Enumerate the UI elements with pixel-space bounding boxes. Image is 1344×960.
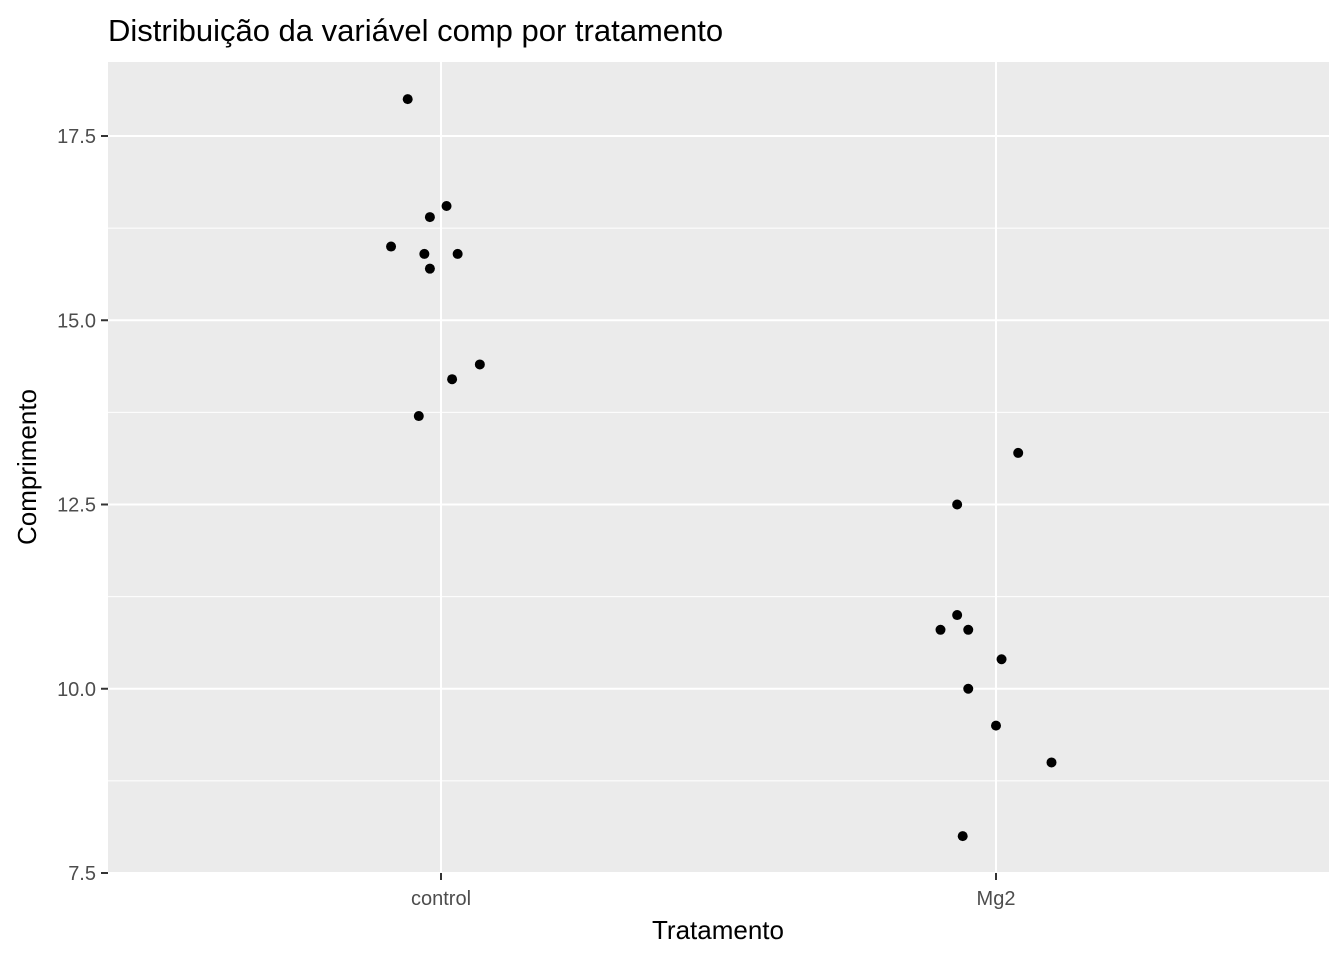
chart-title: Distribuição da variável comp por tratam… bbox=[108, 13, 723, 48]
data-point bbox=[957, 831, 968, 842]
y-tick-label: 10.0 bbox=[57, 679, 96, 701]
y-tick-label: 15.0 bbox=[57, 310, 96, 332]
data-point bbox=[952, 499, 963, 510]
data-point bbox=[1046, 757, 1057, 768]
y-axis: 7.5 10.0 12.5 15.0 17.5 bbox=[57, 126, 108, 885]
data-point bbox=[935, 624, 946, 635]
data-point bbox=[991, 720, 1001, 731]
x-tick-label: Mg2 bbox=[977, 888, 1016, 910]
y-tick-label: 17.5 bbox=[57, 126, 96, 148]
data-point bbox=[419, 248, 430, 259]
data-point bbox=[452, 248, 463, 259]
x-axis: control Mg2 bbox=[411, 873, 1015, 910]
x-axis-title: Tratamento bbox=[652, 915, 784, 945]
data-point bbox=[447, 374, 458, 385]
y-axis-title: Comprimento bbox=[12, 389, 42, 545]
data-points bbox=[386, 94, 1057, 842]
minor-gridlines bbox=[108, 227, 1329, 782]
data-point bbox=[963, 683, 974, 694]
data-point bbox=[952, 610, 963, 621]
data-point bbox=[963, 624, 974, 635]
major-gridlines bbox=[108, 62, 1329, 874]
data-point bbox=[424, 212, 435, 223]
data-point bbox=[424, 263, 435, 274]
data-point bbox=[402, 94, 413, 105]
data-point bbox=[413, 411, 424, 422]
plot-panel bbox=[108, 62, 1329, 873]
data-point bbox=[386, 241, 397, 252]
data-point bbox=[441, 201, 452, 212]
y-tick-label: 12.5 bbox=[57, 495, 96, 517]
data-point bbox=[474, 359, 485, 370]
data-point bbox=[996, 654, 1007, 665]
data-point bbox=[1013, 447, 1024, 458]
y-tick-label: 7.5 bbox=[68, 863, 96, 885]
x-tick-label: control bbox=[411, 888, 471, 910]
